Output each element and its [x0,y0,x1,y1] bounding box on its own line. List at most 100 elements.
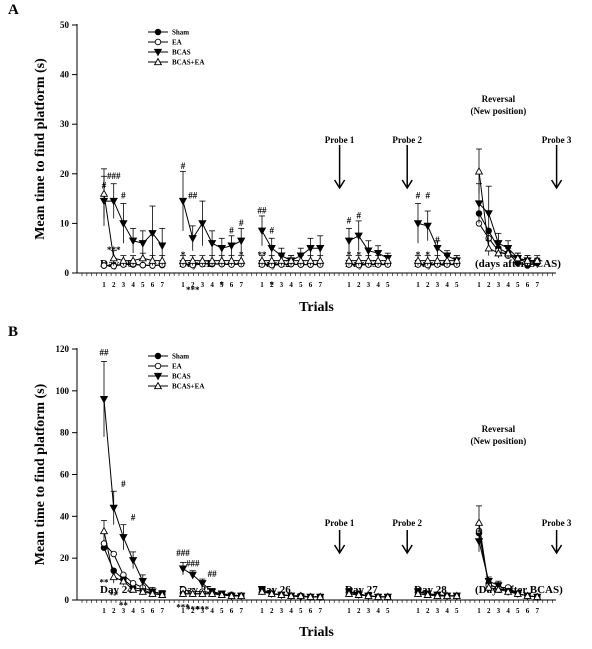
data-point [513,253,522,262]
x-axis-title: Trials [299,300,334,315]
trial-tick-label: 3 [436,281,440,289]
significance-annotation: ## [188,191,198,201]
data-point [207,240,217,248]
y-tick-label: 120 [56,344,70,354]
data-point [364,256,373,264]
legend-label: EA [172,39,182,47]
data-point [452,256,461,264]
trial-tick-label: 2 [357,281,361,289]
probe-arrow-head [550,544,563,555]
trial-tick-label: 5 [141,607,145,615]
data-point [198,256,207,264]
data-point [433,256,442,264]
trial-tick-label: 3 [201,607,205,615]
data-point [267,589,276,597]
trial-tick-label: 2 [191,607,195,615]
significance-annotation: # [181,161,186,171]
chart-panel-a: A 0 10 20 30 40 50 Mean time to find platform (… [8,2,572,315]
significance-annotation: ** [258,250,268,260]
trial-tick-label: 6 [309,281,313,289]
probe-arrow-head [333,544,346,555]
trial-tick-label: 7 [535,281,539,289]
significance-annotation: # [269,225,274,235]
data-point [158,590,167,598]
significance-annotation: * [269,280,274,290]
legend-marker [154,38,162,46]
significance-annotation: ## [208,569,218,579]
trial-tick-label: 3 [201,281,205,289]
significance-annotation: *** [176,602,190,612]
significance-annotation: * [356,250,361,260]
data-point [109,197,118,206]
y-tick-label: 40 [60,511,70,521]
data-point [344,256,354,264]
y-tick-label: 60 [60,470,70,480]
reversal-sublabel: (New position) [471,106,527,116]
significance-annotation: # [347,215,352,225]
trial-tick-label: 6 [151,607,155,615]
legend-label: Sham [172,29,189,37]
data-point [138,253,147,262]
data-point [523,256,532,264]
trial-tick-label: 1 [260,281,264,289]
data-point [109,253,118,262]
legend-marker [154,28,162,36]
y-tick-label: 30 [60,119,70,129]
data-point [474,166,484,175]
data-point [119,534,128,542]
trial-tick-label: 2 [112,281,116,289]
trial-tick-label: 2 [487,607,491,615]
data-point [286,591,296,599]
trial-tick-label: 1 [477,607,481,615]
data-point [119,220,128,228]
x-axis-title: Trials [299,625,334,640]
reversal-label: Reversal [482,424,516,434]
data-point [207,256,217,264]
data-point [494,240,503,248]
data-point [198,220,207,228]
data-point [128,557,138,565]
trial-tick-label: 4 [289,607,293,615]
trial-tick-label: 7 [239,607,243,615]
data-point [227,256,236,264]
data-point [442,256,452,264]
significance-annotation: * [347,250,352,260]
data-point [423,256,432,264]
data-point [354,590,363,598]
trial-tick-label: 1 [347,281,351,289]
significance-annotation: # [121,191,126,201]
significance-annotation: # [356,210,361,220]
chart-panel-b: B 0 20 40 60 80 100 120 Mean time to find platfo… [8,324,572,640]
trial-tick-label: 5 [455,281,459,289]
trial-tick-label: 7 [239,281,243,289]
y-tick-label: 40 [60,70,70,80]
trial-tick-label: 3 [122,607,126,615]
data-point [119,576,128,585]
trial-tick-label: 6 [309,607,313,615]
trial-tick-label: 4 [445,607,449,615]
data-point [433,591,442,599]
data-point [316,256,325,264]
data-point [99,396,109,404]
trial-tick-label: 7 [318,607,322,615]
data-point [316,245,325,253]
data-point [316,592,325,601]
significance-annotation: * [416,250,421,260]
data-point [277,590,286,598]
data-point [148,256,157,264]
data-point [494,585,503,593]
data-point [188,235,197,243]
trial-tick-label: 4 [210,281,214,289]
data-point [533,592,542,601]
data-point [178,565,188,573]
data-point [373,592,383,601]
data-point [296,256,305,264]
data-point [257,587,267,595]
probe-label: Probe 1 [325,135,355,145]
significance-annotation: *** [196,605,210,615]
data-point [423,590,432,598]
data-point [109,504,118,513]
data-point [267,245,276,253]
data-point [413,220,423,228]
panel-label: A [8,2,19,18]
